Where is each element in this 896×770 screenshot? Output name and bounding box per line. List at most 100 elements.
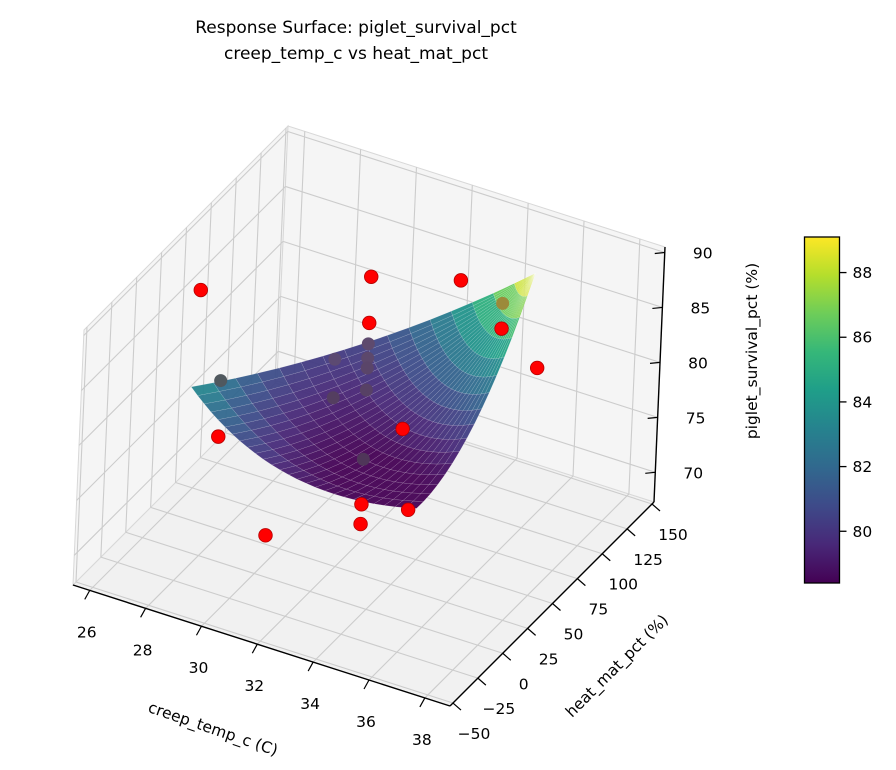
grid-line-y [150,252,163,508]
scatter-point [529,360,545,376]
grid-line-x [312,457,518,663]
response-surface-mesh [191,273,536,509]
scatter-point-occluded [360,361,374,375]
y-tick [552,603,561,611]
grid-line-x [628,238,641,494]
y-tick-label: 0 [519,675,529,693]
grid-line-y [249,152,262,408]
x-tick-label: 38 [412,731,432,749]
grid-line-y [274,127,287,384]
surface-quad [526,273,536,297]
scatter-point-occluded [496,296,510,310]
colorbar-tick-label: 88 [853,264,873,282]
axis-spines [72,246,666,707]
figure-title-line2: creep_temp_c vs heat_mat_pct [224,44,488,64]
grid-line-x [293,131,306,387]
colorbar: 80 82 84 86 88 [803,236,873,584]
grid-line-y [100,556,479,679]
z-tick-label: 85 [691,299,711,317]
x-tick-label: 36 [356,713,376,731]
scatter-point-occluded [361,351,375,365]
scatter-point-occluded [356,452,370,466]
grid-line-x [424,493,630,699]
scatter-point [400,502,416,518]
y-tick-label: 75 [589,601,609,619]
grid-line-z [285,185,663,308]
x-tick-label: 26 [77,623,97,641]
grid-line-y [125,277,138,533]
grid-line-z [81,186,286,391]
grid-line-y [200,457,578,580]
y-tick [502,652,512,661]
y-tick [477,677,487,686]
z-tick [645,471,656,474]
figure-title-line1: Response Surface: piglet_survival_pct [195,18,517,38]
axis-ticks [84,251,665,711]
grid-line-y [150,506,528,629]
x-tick [363,679,370,690]
grid-line-z [83,131,289,336]
grid-line-y [75,581,454,704]
x-tick [84,590,91,600]
grid-line-z [282,240,661,363]
grid-line-y [175,481,553,605]
z-tick [654,251,665,255]
scatter-points [193,269,545,543]
z-tick-label: 75 [686,409,706,427]
scatter-point [258,528,273,543]
scatter-point-occluded [361,337,375,351]
x-axis-label: creep_temp_c (C) [146,698,281,760]
grid-line-y [199,202,212,458]
y-tick [651,503,661,512]
scatter-point [494,321,509,336]
y-tick-label: 125 [633,551,663,569]
grid-line-x [368,475,574,681]
z-axis-label: piglet_survival_pct (%) [743,263,762,439]
y-tick [452,702,462,711]
grid-line-z [76,295,282,501]
x-tick-label: 34 [300,695,320,713]
z-tick [649,361,661,365]
x-tick [307,661,314,672]
scatter-point [453,273,469,288]
colorbar-tick-label: 82 [853,458,873,476]
y-axis-spine [449,501,655,707]
y-tick-label: −25 [483,700,516,718]
scatter-point-occluded [326,391,340,405]
y-tick-label: 150 [658,526,688,544]
scatter-point [362,315,377,331]
grid-line-z [78,241,284,446]
scatter-point [353,516,368,532]
x-tick [251,643,258,654]
scatter-point [193,282,208,298]
z-tick [647,416,658,419]
z-tick-label: 80 [688,354,708,372]
y-tick [626,528,636,537]
y-tick-label: −50 [458,725,491,743]
x-axis-spine [72,584,451,707]
scatter-point-occluded [328,352,342,366]
z-tick-label: 70 [683,464,703,482]
x-tick [140,608,147,618]
x-tick [419,697,426,708]
z-tick-label: 90 [693,244,713,262]
x-tick-label: 32 [244,677,264,695]
scatter-point [211,429,226,444]
y-tick [527,627,537,636]
scatter-point [364,269,379,284]
colorbar-tick-label: 80 [853,523,873,541]
colorbar-tick-label: 84 [853,393,873,411]
grid-line-y [75,326,88,583]
y-tick-label: 25 [539,650,559,668]
y-tick [576,578,586,587]
y-tick [601,553,611,562]
x-tick-label: 28 [133,641,153,659]
scatter-point [395,421,410,437]
x-tick [195,625,202,636]
z-tick [652,306,663,310]
grid-line-x [572,220,585,477]
grid-line-y [174,227,188,483]
scatter-point-occluded [214,374,228,388]
x-tick-label: 30 [189,659,209,677]
